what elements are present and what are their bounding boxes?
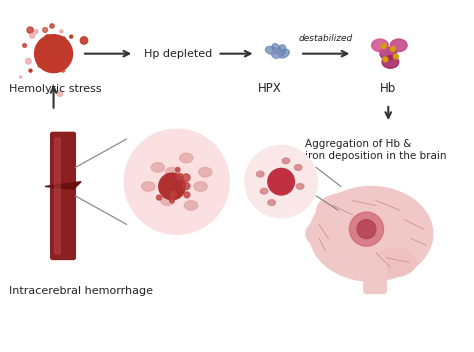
Ellipse shape — [199, 168, 212, 177]
Circle shape — [182, 174, 190, 181]
Ellipse shape — [391, 39, 407, 52]
Circle shape — [183, 183, 190, 189]
Circle shape — [177, 174, 183, 180]
FancyBboxPatch shape — [51, 132, 75, 259]
Ellipse shape — [142, 182, 155, 191]
Circle shape — [19, 76, 22, 78]
Circle shape — [27, 27, 33, 33]
Ellipse shape — [306, 220, 342, 248]
Circle shape — [349, 212, 383, 246]
Circle shape — [43, 27, 47, 32]
Ellipse shape — [180, 153, 193, 163]
Circle shape — [272, 49, 281, 58]
Circle shape — [391, 46, 395, 51]
Text: Hemolytic stress: Hemolytic stress — [9, 84, 101, 94]
Ellipse shape — [279, 49, 289, 58]
Circle shape — [393, 54, 398, 59]
Polygon shape — [45, 182, 81, 189]
Ellipse shape — [194, 182, 207, 191]
Ellipse shape — [282, 158, 290, 164]
Circle shape — [156, 195, 162, 200]
Ellipse shape — [371, 195, 419, 225]
Ellipse shape — [272, 44, 281, 54]
Circle shape — [170, 191, 176, 197]
Circle shape — [383, 57, 388, 62]
Text: Hp depleted: Hp depleted — [144, 49, 212, 59]
Ellipse shape — [278, 45, 286, 56]
Ellipse shape — [372, 39, 388, 52]
Circle shape — [170, 198, 174, 203]
Text: destabilized: destabilized — [299, 34, 353, 43]
Circle shape — [30, 33, 35, 38]
Ellipse shape — [256, 171, 264, 177]
Circle shape — [381, 44, 386, 49]
Circle shape — [34, 30, 38, 34]
Ellipse shape — [151, 163, 164, 172]
Text: Intracerebral hemorrhage: Intracerebral hemorrhage — [9, 286, 153, 296]
Circle shape — [245, 146, 317, 218]
Ellipse shape — [265, 46, 277, 54]
FancyBboxPatch shape — [55, 138, 60, 254]
Circle shape — [357, 220, 376, 239]
Circle shape — [175, 168, 180, 172]
Ellipse shape — [268, 200, 275, 206]
Circle shape — [60, 30, 63, 33]
Ellipse shape — [389, 213, 429, 246]
Text: Hb: Hb — [380, 82, 396, 95]
Ellipse shape — [382, 56, 399, 68]
Ellipse shape — [374, 248, 416, 277]
Ellipse shape — [161, 196, 174, 206]
Circle shape — [37, 59, 43, 65]
Circle shape — [50, 24, 54, 28]
Circle shape — [29, 69, 32, 72]
Circle shape — [35, 35, 73, 73]
Circle shape — [38, 63, 42, 67]
Circle shape — [125, 130, 229, 234]
Ellipse shape — [380, 48, 397, 60]
Circle shape — [26, 58, 31, 64]
Ellipse shape — [184, 201, 198, 210]
Text: Aggregation of Hb &
iron deposition in the brain: Aggregation of Hb & iron deposition in t… — [305, 139, 447, 161]
Circle shape — [70, 35, 73, 38]
Circle shape — [45, 34, 51, 41]
Ellipse shape — [260, 188, 268, 194]
Text: HPX: HPX — [258, 82, 282, 95]
Circle shape — [23, 44, 27, 48]
FancyBboxPatch shape — [364, 255, 386, 294]
Circle shape — [159, 173, 185, 200]
Ellipse shape — [317, 194, 369, 227]
Ellipse shape — [294, 165, 302, 170]
Circle shape — [184, 192, 190, 198]
Circle shape — [61, 69, 65, 72]
Circle shape — [268, 168, 294, 195]
Ellipse shape — [296, 184, 304, 189]
Ellipse shape — [310, 187, 433, 281]
Circle shape — [80, 37, 88, 44]
Circle shape — [62, 37, 65, 40]
Ellipse shape — [165, 168, 179, 177]
Circle shape — [57, 91, 63, 96]
